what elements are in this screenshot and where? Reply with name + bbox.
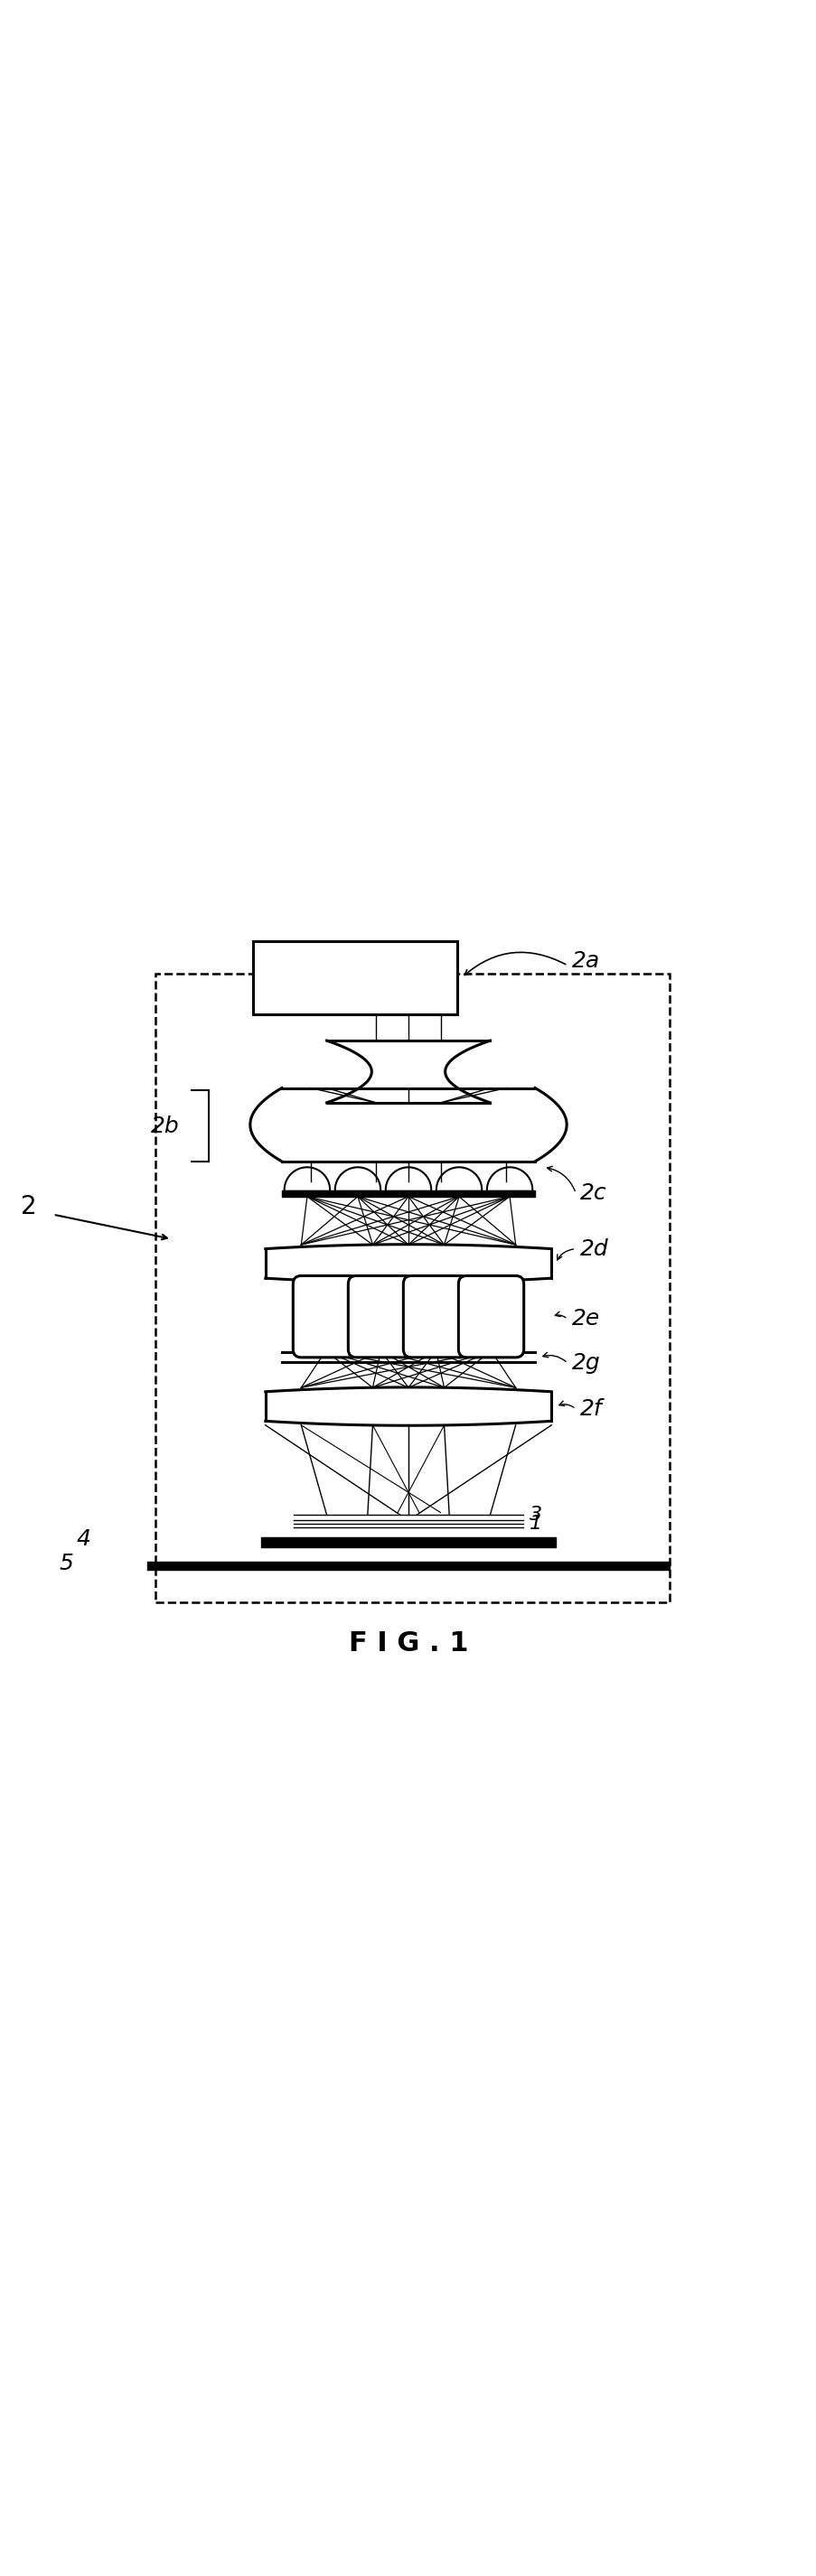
Text: 2d: 2d	[579, 1239, 608, 1260]
FancyBboxPatch shape	[348, 1275, 413, 1358]
Bar	[253, 940, 457, 1015]
Text: 1: 1	[529, 1515, 542, 1533]
Text: F I G . 1: F I G . 1	[348, 1631, 468, 1656]
Text: 2g: 2g	[571, 1352, 600, 1373]
Text: 2a: 2a	[571, 951, 600, 971]
FancyBboxPatch shape	[293, 1275, 358, 1358]
Text: 2: 2	[20, 1193, 36, 1218]
Text: 5: 5	[59, 1553, 73, 1574]
Text: 3: 3	[529, 1507, 542, 1525]
Text: 2e: 2e	[571, 1309, 600, 1329]
Text: 4: 4	[76, 1528, 91, 1551]
FancyBboxPatch shape	[458, 1275, 523, 1358]
Text: 2f: 2f	[579, 1399, 601, 1419]
Text: 2c: 2c	[579, 1182, 606, 1203]
FancyBboxPatch shape	[403, 1275, 468, 1358]
Bar	[155, 974, 669, 1602]
Text: 2b: 2b	[151, 1115, 180, 1136]
